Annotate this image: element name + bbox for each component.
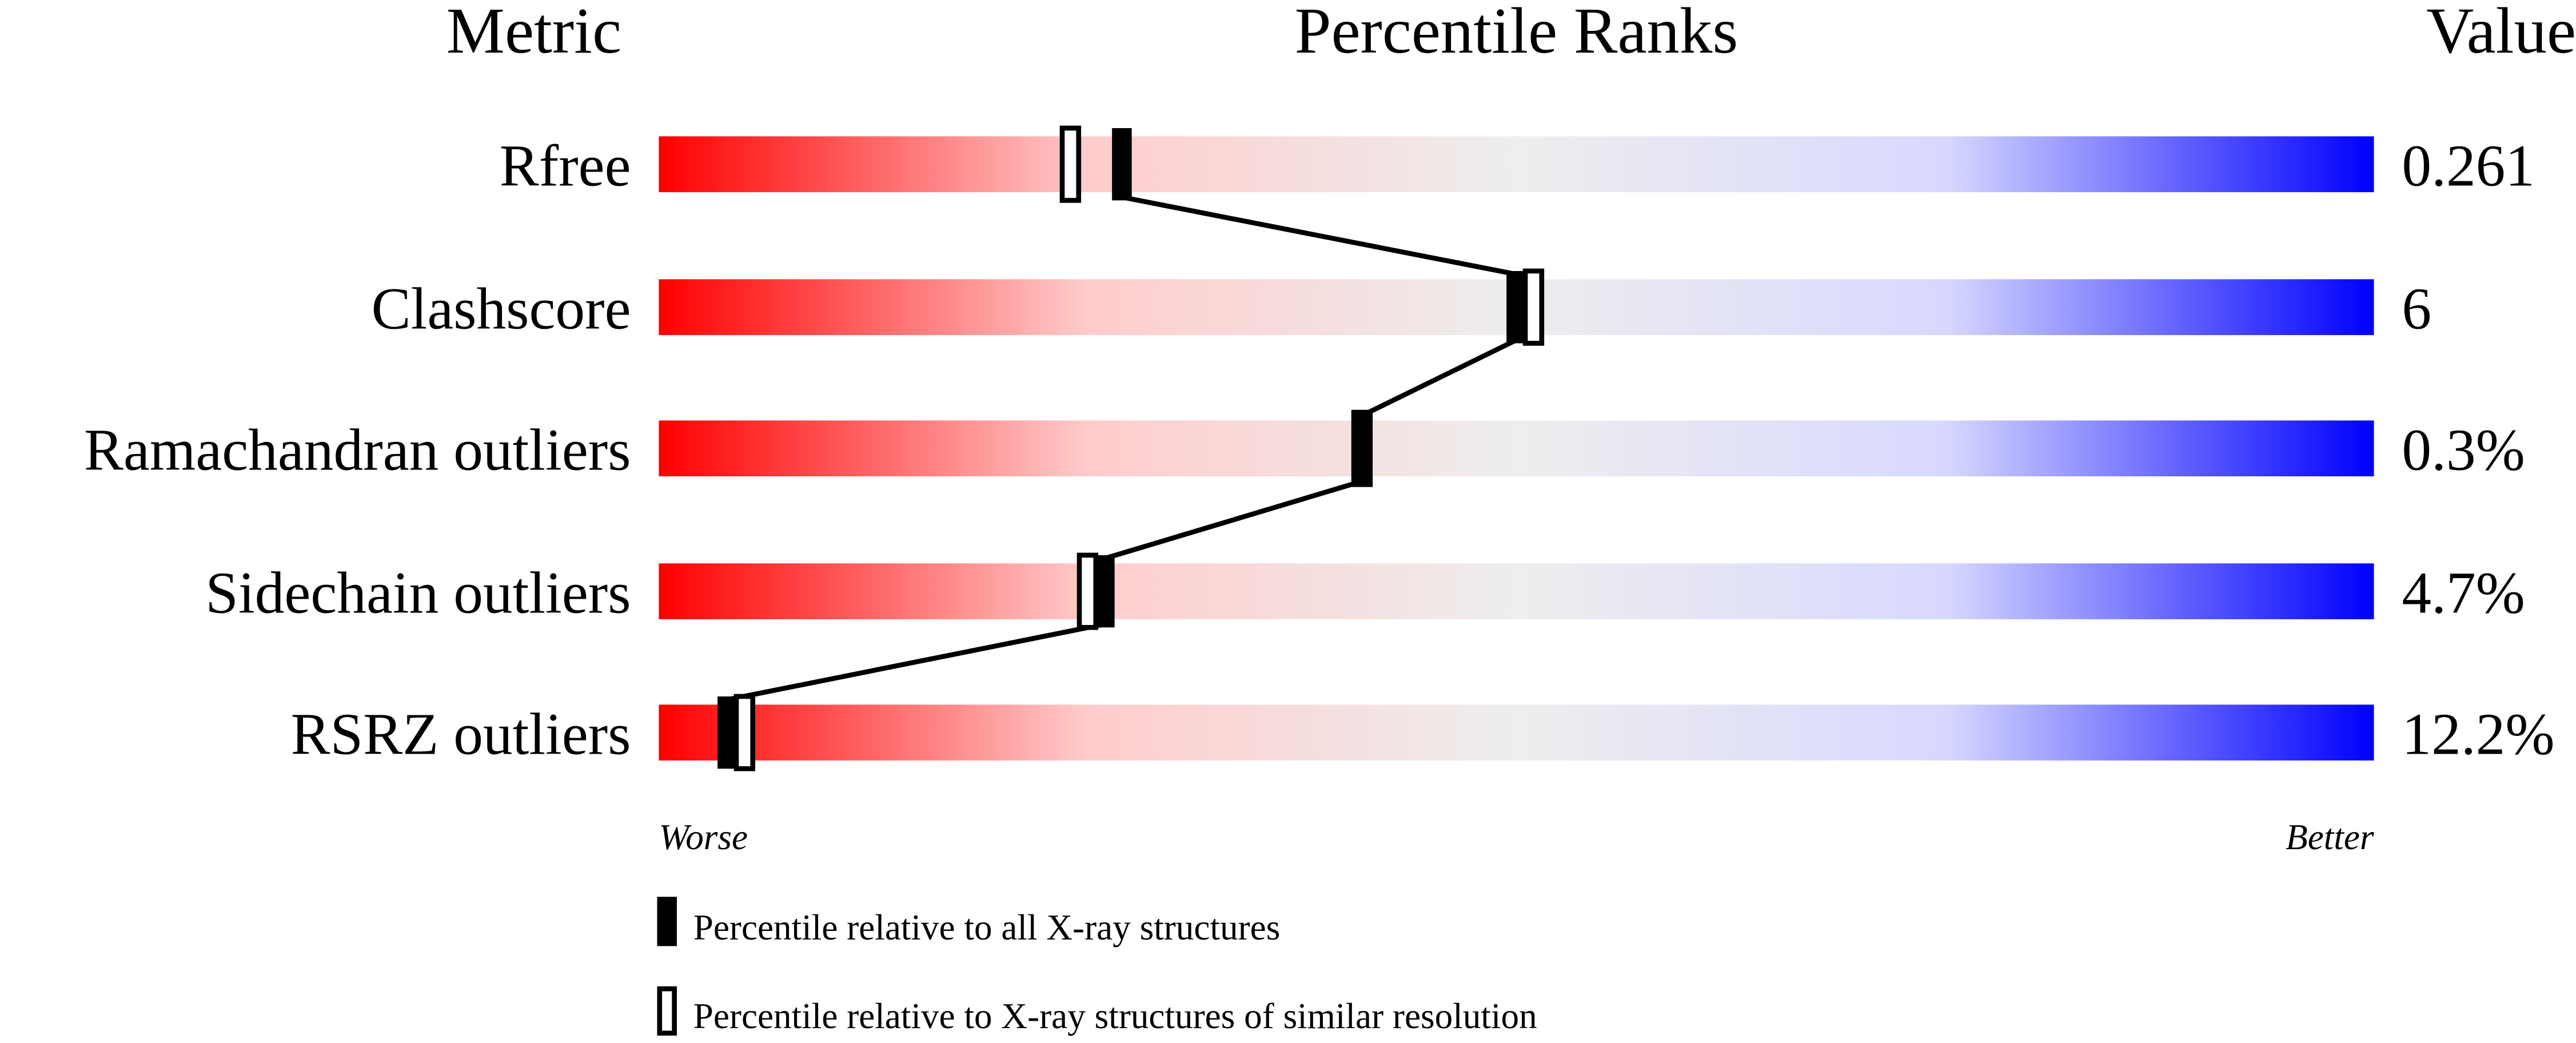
marker-similar-resolution: [1059, 125, 1082, 203]
marker-all-structures: [1095, 555, 1115, 628]
axis-label-worse: Worse: [659, 817, 748, 857]
marker-similar-resolution: [1522, 268, 1545, 346]
percentile-bar: [659, 704, 2374, 761]
header-metric: Metric: [446, 0, 621, 67]
percentile-bar: [659, 563, 2374, 619]
marker-all-structures: [717, 696, 737, 769]
marker-all-structures: [1506, 270, 1526, 344]
metric-value: 4.7%: [2402, 560, 2525, 626]
metric-value: 12.2%: [2402, 702, 2554, 767]
percentile-bar: [659, 136, 2374, 193]
marker-all-structures: [1352, 412, 1372, 485]
metric-label: Ramachandran outliers: [84, 418, 631, 483]
header-percentile-ranks: Percentile Ranks: [1295, 0, 1738, 67]
header-value: Value: [2426, 0, 2576, 67]
metric-label: Sidechain outliers: [205, 560, 631, 626]
marker-similar-resolution: [733, 694, 756, 771]
metric-value: 0.261: [2402, 134, 2535, 199]
metric-value: 0.3%: [2402, 418, 2525, 483]
axis-label-better: Better: [2286, 817, 2374, 857]
legend-open-marker: [657, 986, 677, 1036]
metric-label: Clashscore: [372, 277, 631, 342]
marker-all-structures: [1112, 128, 1132, 201]
metric-label: RSRZ outliers: [291, 702, 631, 767]
percentile-bar: [659, 420, 2374, 477]
legend-similar: Percentile relative to X-ray structures …: [693, 996, 1537, 1036]
metric-value: 6: [2402, 277, 2431, 342]
metric-label: Rfree: [500, 134, 631, 199]
marker-similar-resolution: [1076, 552, 1099, 630]
legend-filled-marker: [657, 897, 677, 946]
legend-all: Percentile relative to all X-ray structu…: [693, 907, 1281, 948]
